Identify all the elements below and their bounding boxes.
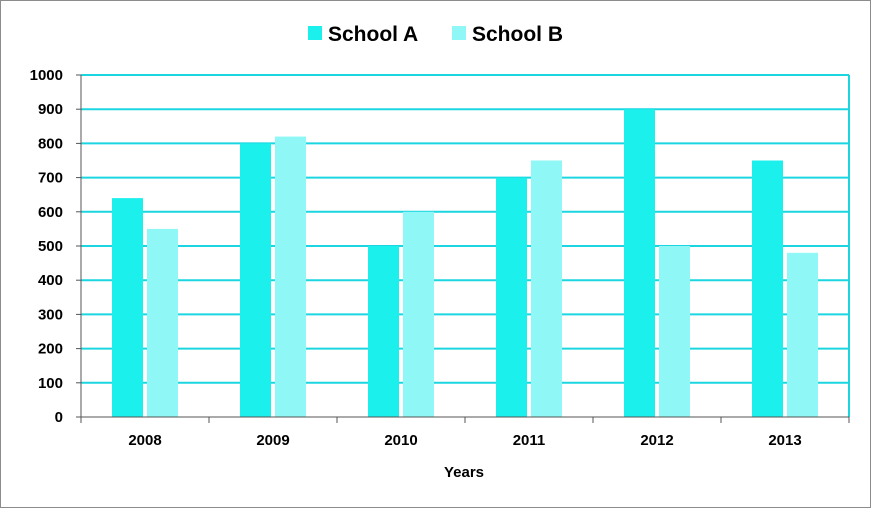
grid-lines [81, 74, 850, 417]
x-axis-title: Years [444, 464, 484, 481]
x-tick-label: 2012 [640, 432, 673, 449]
x-tick-label: 2013 [768, 432, 801, 449]
axes [80, 75, 850, 423]
y-tick-label: 700 [38, 170, 63, 187]
x-tick-label: 2008 [128, 432, 161, 449]
legend-label-school-a: School A [328, 23, 418, 46]
y-tick-label: 0 [55, 409, 63, 426]
legend-swatch-school-b [452, 26, 466, 40]
x-tick-label: 2009 [256, 432, 289, 449]
legend-swatch-school-a [308, 26, 322, 40]
y-tick-label: 900 [38, 101, 63, 118]
bar-school-b-2008 [147, 228, 178, 417]
bar-school-a-2008 [112, 198, 143, 417]
x-tick-label: 2010 [384, 432, 417, 449]
legend: School A School B [308, 23, 563, 46]
y-tick-label: 100 [38, 375, 63, 392]
y-tick-label: 400 [38, 272, 63, 289]
bar-school-a-2012 [624, 109, 655, 417]
bar-school-a-2013 [752, 160, 783, 417]
y-tick-label: 200 [38, 341, 63, 358]
y-tick-label: 800 [38, 135, 63, 152]
bars [112, 109, 818, 417]
y-tick-label: 300 [38, 306, 63, 323]
bar-school-b-2013 [787, 252, 818, 417]
y-tick-label: 1000 [30, 67, 63, 84]
bar-school-b-2012 [659, 246, 690, 417]
bar-school-b-2011 [531, 160, 562, 417]
bar-school-a-2009 [240, 143, 271, 417]
bar-school-b-2010 [403, 211, 434, 417]
x-tick-label: 2011 [513, 432, 546, 449]
bar-school-a-2011 [496, 177, 527, 417]
y-tick-label: 500 [38, 238, 63, 255]
legend-label-school-b: School B [472, 23, 563, 46]
x-tick-labels: 2008 2009 2010 2011 2012 2013 [128, 432, 801, 449]
bar-school-b-2009 [275, 136, 306, 417]
y-tick-label: 600 [38, 204, 63, 221]
y-tick-labels: 0 100 200 300 400 500 600 700 800 900 1000 [30, 67, 81, 426]
bar-school-a-2010 [368, 246, 399, 417]
